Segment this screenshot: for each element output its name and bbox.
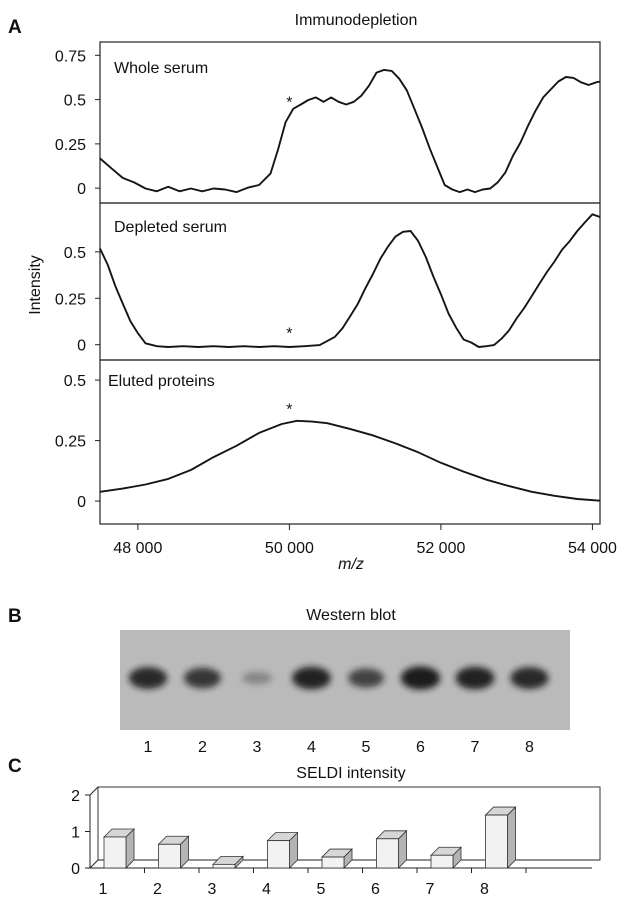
lane-label: 3 xyxy=(253,739,262,756)
subplot-label-eluted-proteins: Eluted proteins xyxy=(108,373,215,390)
subplot-depleted-serum: Depleted serum 0 0.25 0.5 * xyxy=(55,202,601,361)
subplot-plot-area: 0 0.25 0.5 * xyxy=(55,373,601,511)
seldi-bar-chart: 0 1 2 1 2 3 4 5 6 7 8 xyxy=(71,786,601,898)
panel-label-c: C xyxy=(8,756,22,777)
bar-8 xyxy=(485,814,508,869)
subplot-frame xyxy=(99,359,601,525)
lane-labels: 1 2 3 4 5 6 7 8 xyxy=(144,739,535,756)
x-tick-label: 8 xyxy=(480,881,489,898)
lane-label: 4 xyxy=(307,739,316,756)
bar-6 xyxy=(376,838,399,869)
blot-band xyxy=(292,666,331,690)
series-line-whole-serum xyxy=(99,68,601,194)
bar-3 xyxy=(212,863,236,869)
lane-label: 5 xyxy=(362,739,371,756)
subplot-plot-area: 0 0.25 0.5 0.75 * xyxy=(55,48,601,198)
x-tick-label: 54 000 xyxy=(568,540,617,557)
y-tick-label: 0.25 xyxy=(55,291,86,308)
y-tick-label: 0.5 xyxy=(64,373,86,390)
subplot-eluted-proteins: Eluted proteins 0 0.25 0.5 * xyxy=(55,359,601,525)
bar-5 xyxy=(321,856,345,869)
series-line-depleted-serum xyxy=(99,213,601,348)
x-tick-label: 3 xyxy=(208,881,217,898)
y-tick-label: 0 xyxy=(77,338,86,355)
y-tick-label: 2 xyxy=(71,788,80,805)
x-tick-label: 52 000 xyxy=(416,540,465,557)
chart-b-title: Western blot xyxy=(306,607,396,624)
blot-band xyxy=(400,666,441,690)
lane-label: 2 xyxy=(198,739,207,756)
x-tick-label: 48 000 xyxy=(113,540,162,557)
asterisk-marker: * xyxy=(286,95,292,112)
x-tick-label: 5 xyxy=(317,881,326,898)
blot-band xyxy=(128,667,168,689)
y-tick-label: 0.25 xyxy=(55,137,86,154)
lane-label: 7 xyxy=(471,739,480,756)
lane-label: 6 xyxy=(416,739,425,756)
panel-label-b: B xyxy=(8,606,22,627)
bar-1 xyxy=(103,836,127,869)
y-axis-label: Intensity xyxy=(27,255,44,315)
lane-label: 1 xyxy=(144,739,153,756)
panel-label-a: A xyxy=(8,17,22,38)
y-tick-label: 0 xyxy=(77,494,86,511)
x-tick-label: 7 xyxy=(426,881,435,898)
x-axis-label: m/z xyxy=(338,556,364,573)
series-line-eluted-proteins xyxy=(99,419,601,502)
western-blot-image xyxy=(120,630,570,730)
asterisk-marker: * xyxy=(286,326,292,343)
bar-side xyxy=(507,806,516,869)
y-tick-label: 0.75 xyxy=(55,48,86,65)
x-tick-label: 1 xyxy=(99,881,108,898)
blot-bands xyxy=(128,666,549,690)
blot-band xyxy=(455,666,495,690)
x-tick-label: 2 xyxy=(153,881,162,898)
y-tick-label: 0.5 xyxy=(64,245,86,262)
y-tick-label: 0 xyxy=(71,861,80,878)
subplot-label-depleted-serum: Depleted serum xyxy=(114,219,227,236)
asterisk-marker: * xyxy=(286,401,292,418)
chart-c-title: SELDI intensity xyxy=(296,765,405,782)
y-tick-label: 0.25 xyxy=(55,434,86,451)
bar-4 xyxy=(267,840,290,869)
subplot-whole-serum: Whole serum 0 0.25 0.5 0.75 * xyxy=(55,41,601,204)
x-tick-label: 4 xyxy=(262,881,271,898)
blot-band xyxy=(184,667,221,689)
y-tick-label: 1 xyxy=(71,825,80,842)
subplot-label-whole-serum: Whole serum xyxy=(114,60,208,77)
chart-a-title: Immunodepletion xyxy=(295,12,418,29)
blot-band xyxy=(348,668,384,688)
y-tick-label: 0.5 xyxy=(64,93,86,110)
bar-7 xyxy=(430,854,454,869)
x-axis-a: 48 000 50 000 52 000 54 000 xyxy=(113,524,617,557)
subplot-plot-area: 0 0.25 0.5 * xyxy=(55,213,601,355)
x-tick-label: 50 000 xyxy=(265,540,314,557)
lane-label: 8 xyxy=(525,739,534,756)
blot-band xyxy=(510,667,549,689)
x-tick-label: 6 xyxy=(371,881,380,898)
bar-2 xyxy=(158,843,181,869)
y-tick-label: 0 xyxy=(77,181,86,198)
blot-band xyxy=(242,671,272,685)
